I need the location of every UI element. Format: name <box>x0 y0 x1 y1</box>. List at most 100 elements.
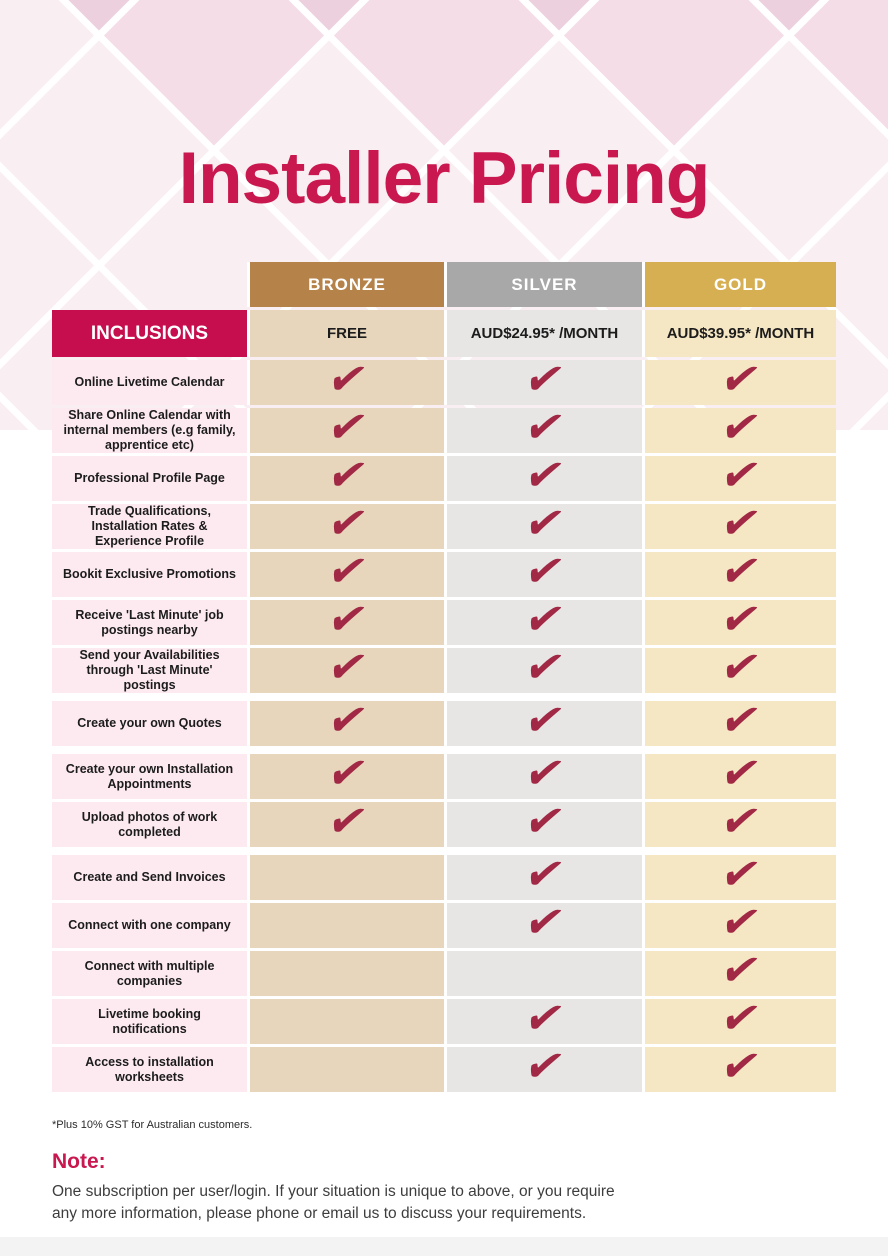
gold-cell: ✔ <box>645 400 836 454</box>
gold-cell: ✔ <box>645 693 836 747</box>
note-body: One subscription per user/login. If your… <box>52 1183 615 1222</box>
check-icon: ✔ <box>715 592 766 646</box>
check-icon: ✔ <box>519 448 570 502</box>
feature-label: Connect with one company <box>52 903 247 948</box>
check-icon: ✔ <box>519 693 570 747</box>
bronze-cell <box>250 951 444 996</box>
bronze-cell: ✔ <box>250 640 444 694</box>
check-icon: ✔ <box>715 794 766 848</box>
bronze-cell: ✔ <box>250 448 444 502</box>
check-icon: ✔ <box>322 640 373 694</box>
gold-cell: ✔ <box>645 1039 836 1093</box>
check-icon: ✔ <box>715 352 766 406</box>
page-title: Installer Pricing <box>178 138 711 219</box>
check-icon: ✔ <box>322 448 373 502</box>
table-row: Send your Availabilities through 'Last M… <box>52 640 836 694</box>
feature-label: Online Livetime Calendar <box>52 360 247 405</box>
feature-label: Professional Profile Page <box>52 456 247 501</box>
silver-cell: ✔ <box>447 353 642 405</box>
check-icon: ✔ <box>715 1039 766 1093</box>
silver-cell: ✔ <box>447 795 642 847</box>
feature-label: Create your own Quotes <box>52 701 247 746</box>
silver-cell: ✔ <box>447 640 642 694</box>
table-row: Livetime booking notifications ✔ ✔ <box>52 991 836 1045</box>
silver-cell: ✔ <box>447 693 642 747</box>
gold-cell: ✔ <box>645 895 836 949</box>
bronze-cell: ✔ <box>250 544 444 598</box>
check-icon: ✔ <box>322 693 373 747</box>
check-icon: ✔ <box>715 895 766 949</box>
check-icon: ✔ <box>715 400 766 454</box>
gold-cell: ✔ <box>645 794 836 848</box>
diamond-pattern-hero <box>0 0 888 430</box>
silver-cell <box>447 951 642 996</box>
feature-label: Bookit Exclusive Promotions <box>52 552 247 597</box>
gold-cell: ✔ <box>645 848 836 900</box>
feature-label: Receive 'Last Minute' job postings nearb… <box>52 600 247 645</box>
plan-header-gold: GOLD <box>645 262 836 307</box>
check-icon: ✔ <box>322 544 373 598</box>
gold-cell: ✔ <box>645 943 836 997</box>
gst-footnote: *Plus 10% GST for Australian customers. <box>52 1119 253 1131</box>
check-icon: ✔ <box>519 496 570 550</box>
gold-price: AUD$39.95* /MONTH <box>645 310 836 357</box>
check-icon: ✔ <box>519 1039 570 1093</box>
pricing-table: BRONZE SILVER GOLD INCLUSIONS FREE AUD$2… <box>52 262 836 1095</box>
table-row: Create and Send Invoices ✔ ✔ <box>52 847 836 901</box>
gold-cell: ✔ <box>645 640 836 694</box>
bronze-cell: ✔ <box>250 401 444 453</box>
header-spacer <box>52 262 247 307</box>
silver-cell: ✔ <box>447 847 642 901</box>
check-icon: ✔ <box>322 794 373 848</box>
check-icon: ✔ <box>322 592 373 646</box>
check-icon: ✔ <box>519 400 570 454</box>
table-row: Trade Qualifications, Installation Rates… <box>52 496 836 550</box>
table-row: Upload photos of work completed ✔ ✔ ✔ <box>52 794 836 848</box>
check-icon: ✔ <box>715 448 766 502</box>
silver-cell: ✔ <box>447 593 642 645</box>
feature-label: Create your own Installation Appointment… <box>52 754 247 799</box>
feature-label: Send your Availabilities through 'Last M… <box>52 648 247 693</box>
silver-cell: ✔ <box>447 496 642 550</box>
gold-cell: ✔ <box>645 545 836 597</box>
bronze-cell <box>250 1047 444 1092</box>
feature-label: Trade Qualifications, Installation Rates… <box>52 504 247 549</box>
gold-cell: ✔ <box>645 991 836 1045</box>
gold-cell: ✔ <box>645 497 836 549</box>
bronze-price: FREE <box>250 310 444 357</box>
check-icon: ✔ <box>715 640 766 694</box>
gold-cell: ✔ <box>645 746 836 800</box>
check-icon: ✔ <box>715 943 766 997</box>
table-row: Receive 'Last Minute' job postings nearb… <box>52 592 836 646</box>
note-heading: Note: <box>52 1150 106 1173</box>
feature-label: Access to installation worksheets <box>52 1047 247 1092</box>
bronze-cell: ✔ <box>250 352 444 406</box>
table-row: Share Online Calendar with internal memb… <box>52 400 836 454</box>
plan-header-bronze: BRONZE <box>250 262 444 307</box>
table-row: Connect with multiple companies ✔ <box>52 943 836 997</box>
check-icon: ✔ <box>519 895 570 949</box>
check-icon: ✔ <box>519 640 570 694</box>
table-row: Bookit Exclusive Promotions ✔ ✔ ✔ <box>52 544 836 598</box>
check-icon: ✔ <box>715 991 766 1045</box>
bronze-cell <box>250 999 444 1044</box>
check-icon: ✔ <box>519 847 570 901</box>
table-row: Create your own Quotes ✔ ✔ ✔ <box>52 693 836 747</box>
table-row: Create your own Installation Appointment… <box>52 746 836 800</box>
bronze-cell: ✔ <box>250 592 444 646</box>
plan-header-silver: SILVER <box>447 262 642 307</box>
check-icon: ✔ <box>715 746 766 800</box>
bronze-cell <box>250 903 444 948</box>
check-icon: ✔ <box>519 991 570 1045</box>
gold-cell: ✔ <box>645 448 836 502</box>
check-icon: ✔ <box>715 693 766 747</box>
feature-label: Connect with multiple companies <box>52 951 247 996</box>
check-icon: ✔ <box>322 496 373 550</box>
silver-cell: ✔ <box>447 991 642 1045</box>
check-icon: ✔ <box>322 352 373 406</box>
bronze-cell: ✔ <box>250 794 444 848</box>
feature-label: Livetime booking notifications <box>52 999 247 1044</box>
silver-price: AUD$24.95* /MONTH <box>447 310 642 357</box>
inclusions-header: INCLUSIONS <box>52 310 247 357</box>
